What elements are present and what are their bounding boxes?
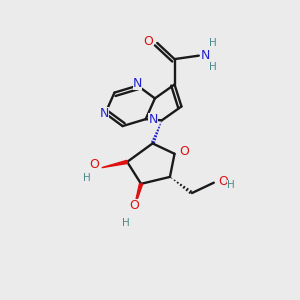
Text: O: O bbox=[90, 158, 100, 171]
Polygon shape bbox=[102, 160, 128, 168]
Text: O: O bbox=[129, 199, 139, 212]
Text: H: H bbox=[227, 180, 235, 190]
Text: N: N bbox=[133, 77, 142, 90]
Text: N: N bbox=[99, 107, 109, 120]
Text: O: O bbox=[180, 146, 190, 158]
Text: N: N bbox=[201, 49, 210, 62]
Text: O: O bbox=[218, 175, 228, 188]
Text: H: H bbox=[122, 218, 130, 228]
Text: O: O bbox=[143, 35, 153, 48]
Text: H: H bbox=[209, 62, 217, 72]
Polygon shape bbox=[134, 183, 142, 208]
Text: H: H bbox=[83, 173, 91, 183]
Text: H: H bbox=[209, 38, 217, 48]
Text: N: N bbox=[148, 113, 158, 126]
